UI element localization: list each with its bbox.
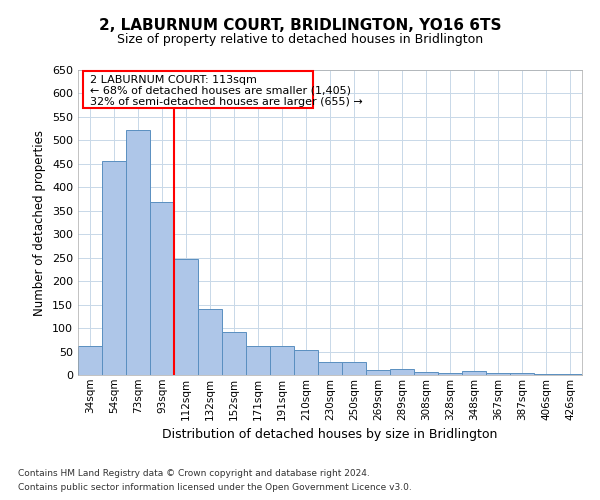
Bar [366, 370, 390, 375]
Bar [510, 373, 534, 375]
Bar [198, 310, 222, 375]
Bar [342, 362, 366, 375]
Bar [390, 370, 414, 375]
Bar [462, 371, 486, 375]
Bar [534, 374, 558, 375]
Bar [246, 346, 270, 375]
Text: 32% of semi-detached houses are larger (655) →: 32% of semi-detached houses are larger (… [90, 97, 363, 107]
Text: Contains HM Land Registry data © Crown copyright and database right 2024.: Contains HM Land Registry data © Crown c… [18, 468, 370, 477]
Bar [414, 372, 438, 375]
Text: ← 68% of detached houses are smaller (1,405): ← 68% of detached houses are smaller (1,… [90, 86, 351, 96]
Bar [294, 350, 318, 375]
Text: Contains public sector information licensed under the Open Government Licence v3: Contains public sector information licen… [18, 484, 412, 492]
Text: Size of property relative to detached houses in Bridlington: Size of property relative to detached ho… [117, 32, 483, 46]
Bar [558, 374, 582, 375]
Y-axis label: Number of detached properties: Number of detached properties [34, 130, 46, 316]
Bar [222, 332, 246, 375]
X-axis label: Distribution of detached houses by size in Bridlington: Distribution of detached houses by size … [163, 428, 497, 441]
Bar [83, 71, 313, 108]
Bar [438, 372, 462, 375]
Text: 2 LABURNUM COURT: 113sqm: 2 LABURNUM COURT: 113sqm [90, 74, 257, 85]
Bar [150, 202, 174, 375]
Bar [102, 160, 126, 375]
Bar [270, 346, 294, 375]
Bar [126, 130, 150, 375]
Bar [486, 373, 510, 375]
Bar [78, 346, 102, 375]
Text: 2, LABURNUM COURT, BRIDLINGTON, YO16 6TS: 2, LABURNUM COURT, BRIDLINGTON, YO16 6TS [99, 18, 501, 32]
Bar [318, 362, 342, 375]
Bar [174, 258, 198, 375]
